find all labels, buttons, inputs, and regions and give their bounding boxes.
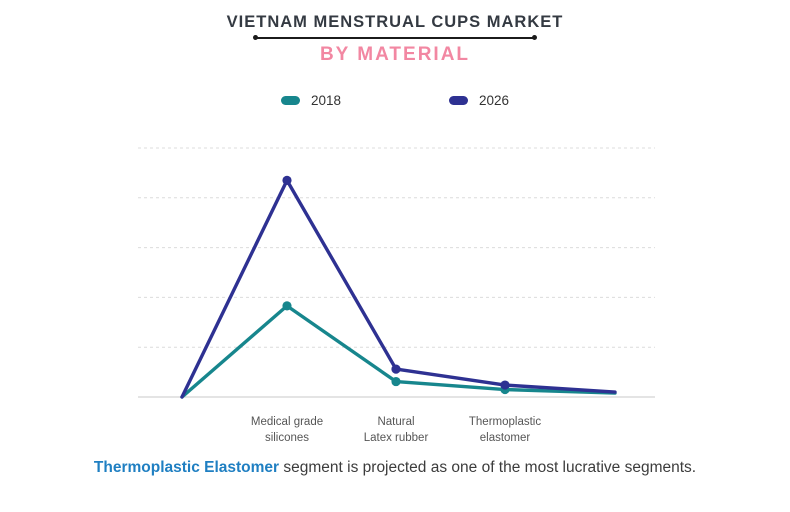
x-axis-label-thermoplastic-elastomer: Thermoplastic elastomer	[468, 416, 542, 445]
caption-text: segment is projected as one of the most …	[279, 459, 697, 476]
legend-swatch-2018-icon	[280, 96, 300, 105]
data-point-2018	[391, 376, 401, 387]
page-title: VIETNAM MENSTRUAL CUPS MARKET	[226, 13, 564, 31]
caption-highlight-link[interactable]: Thermoplastic Elastomer	[93, 459, 280, 476]
x-axis-label-medical-grade-silicones: Medical grade silicones	[250, 416, 324, 445]
rule-end-dot-right	[532, 35, 537, 40]
legend-label-2018: 2018	[310, 93, 341, 108]
legend-item-2026: 2026	[449, 93, 509, 108]
data-point-2018	[282, 301, 292, 311]
legend-item-2018: 2018	[280, 93, 341, 108]
data-point-2026	[282, 175, 292, 185]
rule-end-dot-left	[253, 35, 258, 40]
chart-canvas	[138, 147, 655, 399]
caption: Thermoplastic Elastomer segment is proje…	[0, 459, 790, 477]
data-point-2026	[391, 364, 401, 374]
page-subtitle: BY MATERIAL	[319, 44, 471, 65]
data-point-2026	[500, 380, 510, 390]
title-divider-rule	[253, 35, 537, 40]
chart-legend: 2018 2026	[0, 93, 790, 108]
legend-label-2026: 2026	[479, 93, 510, 108]
legend-swatch-2026-icon	[449, 96, 468, 105]
line-chart: Medical grade silicones Natural Latex ru…	[125, 138, 665, 444]
x-axis-label-natural-latex-rubber: Natural Latex rubber	[363, 416, 429, 445]
series-line-2026	[180, 178, 617, 399]
